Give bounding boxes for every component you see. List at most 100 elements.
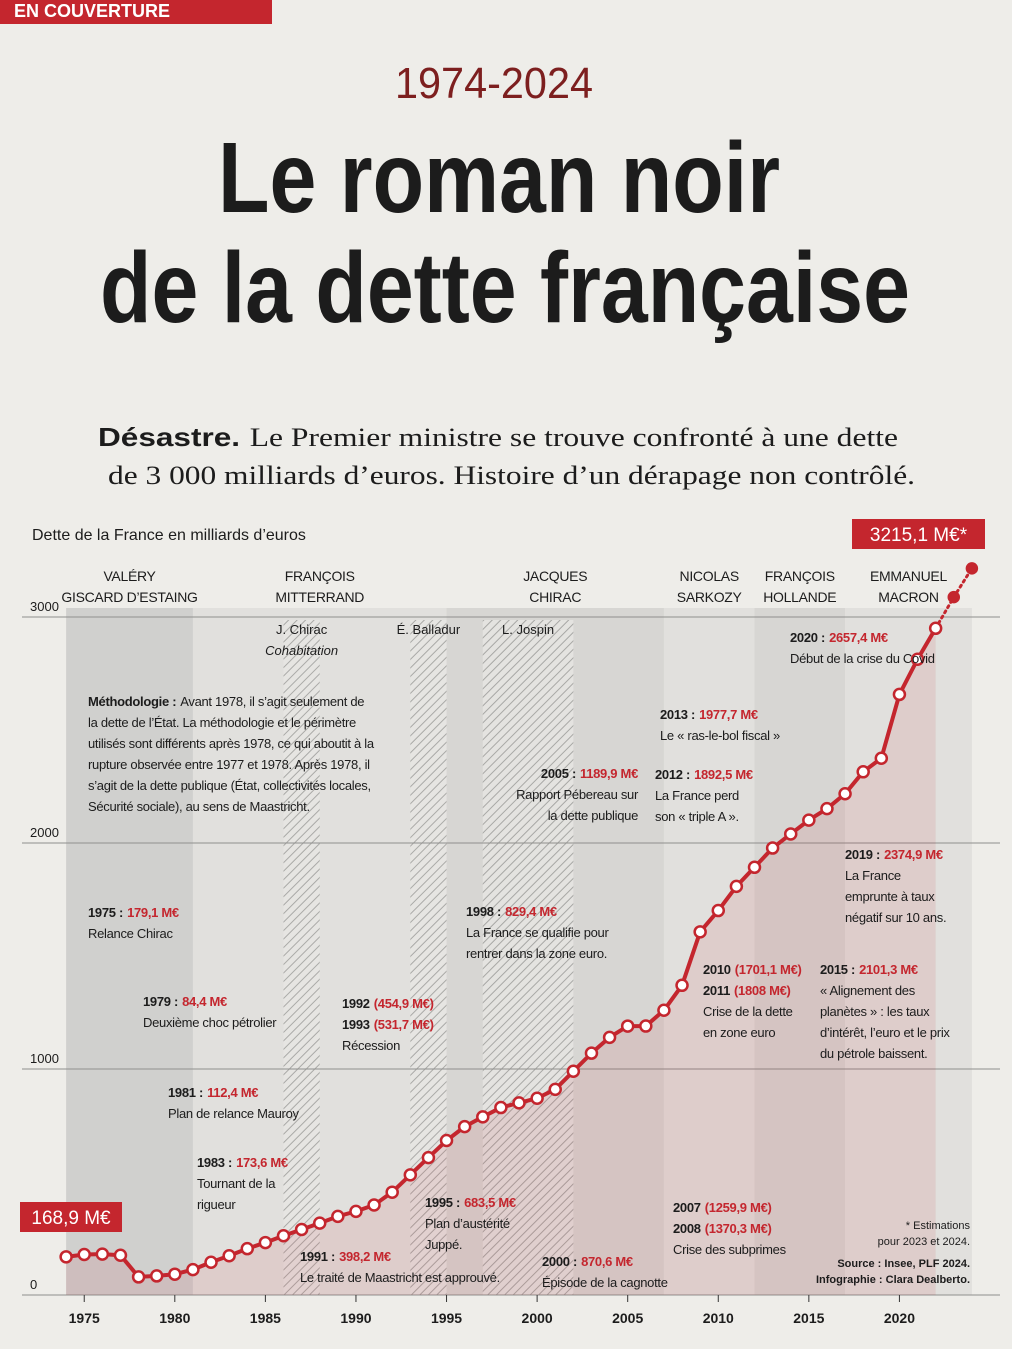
annotation-text: Le traité de Maastricht est approuvé. — [300, 1270, 500, 1285]
president-band — [663, 608, 755, 1295]
methodology-line: rupture observée entre 1977 et 1978. Apr… — [88, 757, 370, 772]
annotation-text: Plan de relance Mauroy — [168, 1106, 300, 1121]
data-point — [476, 1110, 490, 1124]
note: Source : Insee, PLF 2024. — [837, 1258, 970, 1270]
value-label-box — [20, 1202, 122, 1232]
methodology-line: Méthodologie : Avant 1978, il s’agit seul… — [88, 694, 364, 709]
president-band — [845, 608, 972, 1295]
annotation-year: 1979 : — [143, 994, 178, 1009]
data-point — [639, 1019, 653, 1033]
data-point — [657, 1003, 671, 1018]
annotation-amount: (1808 M€) — [734, 983, 791, 998]
y-tick-label: 0 — [30, 1277, 37, 1292]
period: 1974-2024 — [395, 59, 593, 108]
data-point — [149, 1269, 164, 1283]
annotation-year: 2008 — [673, 1221, 701, 1236]
data-point — [186, 1262, 200, 1277]
annotation-year: 2011 — [703, 983, 730, 998]
president-band — [754, 608, 846, 1295]
x-tick-label: 2015 — [793, 1310, 824, 1326]
methodology-text: Avant 1978, il s’agit seulement de — [180, 694, 364, 709]
annotation-head: 2005 : 1189,9 M€ — [541, 766, 638, 781]
president-name: MITTERRAND — [275, 589, 364, 605]
annotation-head: 1991 : 398,2 M€ — [300, 1249, 391, 1264]
cohabitation-name: J. Chirac — [276, 622, 328, 637]
data-point — [856, 765, 870, 779]
methodology-label: Méthodologie : — [88, 694, 176, 709]
annotation-year: 2007 — [673, 1200, 701, 1215]
annotation-amount: (531,7 M€) — [374, 1017, 434, 1032]
president-name: JACQUES — [523, 568, 587, 584]
cohabitation-band — [410, 620, 447, 1295]
annotation-year: 2019 : — [845, 847, 880, 862]
annotation-head: 2019 : 2374,9 M€ — [845, 847, 943, 862]
annotation-head: 2010 (1701,1 M€) — [703, 962, 802, 977]
y-tick-label: 2000 — [30, 825, 59, 840]
data-point — [95, 1247, 110, 1261]
data-point — [349, 1204, 363, 1219]
annotation-text: son « triple A ». — [655, 809, 739, 824]
president-name: HOLLANDE — [763, 589, 836, 605]
annotation-year: 1992 — [342, 996, 370, 1011]
annotation-text: en zone euro — [703, 1025, 775, 1040]
annotation-year: 2005 : — [541, 766, 576, 781]
annotation-text: Relance Chirac — [88, 926, 173, 941]
president-name: CHIRAC — [529, 589, 581, 605]
title-line: de la dette française — [100, 232, 910, 344]
x-tick-label: 1980 — [159, 1310, 190, 1326]
annotation-year: 1975 : — [88, 905, 123, 920]
y-tick-label: 1000 — [30, 1051, 59, 1066]
annotation-text: Rapport Pébereau sur — [516, 787, 639, 802]
annotation-text: « Alignement des — [820, 983, 916, 998]
president-name: FRANÇOIS — [285, 568, 355, 584]
value-label: 168,9 M€ — [31, 1208, 111, 1229]
annotation-text: d’intérêt, l’euro et le prix — [820, 1025, 950, 1040]
data-point — [457, 1119, 472, 1134]
annotation-head: 2012 : 1892,5 M€ — [655, 767, 753, 782]
subtitle-lead: Désastre. — [98, 422, 240, 452]
annotation-text: La France perd — [655, 788, 739, 803]
data-point — [530, 1091, 544, 1105]
data-point — [747, 860, 762, 875]
annotation-amount: 2101,3 M€ — [859, 962, 918, 977]
president-name: GISCARD D’ESTAING — [61, 589, 197, 605]
value-label-box — [852, 519, 985, 549]
annotation-amount: 1892,5 M€ — [694, 767, 753, 782]
annotation-head: 2007 (1259,9 M€) — [673, 1200, 772, 1215]
annotation-text: Crise de la dette — [703, 1004, 793, 1019]
data-point — [168, 1267, 182, 1281]
annotation-text: La France — [845, 868, 901, 883]
note: Infographie : Clara Dealberto. — [816, 1274, 970, 1286]
data-point — [910, 652, 925, 667]
annotation-text: emprunte à taux — [845, 889, 935, 904]
note: * Estimations — [906, 1220, 971, 1232]
annotation-text: Récession — [342, 1038, 400, 1053]
annotation-head: 1992 (454,9 M€) — [342, 996, 434, 1011]
data-point — [421, 1150, 436, 1165]
annotation-head: 1979 : 84,4 M€ — [143, 994, 227, 1009]
annotation-year: 1993 — [342, 1017, 370, 1032]
methodology-line: s’agit de la dette publique (État, colle… — [88, 778, 371, 793]
data-point — [620, 1019, 635, 1033]
annotation-text: du pétrole baissent. — [820, 1046, 927, 1061]
data-point — [566, 1064, 581, 1079]
section-box — [0, 0, 272, 24]
cohabitation-name: L. Jospin — [502, 622, 554, 637]
annotation-text: Tournant de la — [197, 1176, 276, 1191]
annotation-amount: 84,4 M€ — [182, 994, 227, 1009]
annotation-text: la dette publique — [548, 808, 638, 823]
annotation-text: Début de la crise du Covid — [790, 651, 935, 666]
data-point — [367, 1198, 381, 1212]
annotation-amount: 179,1 M€ — [127, 905, 179, 920]
data-point — [131, 1270, 146, 1284]
cohabitation-name: É. Balladur — [397, 622, 461, 637]
x-tick-label: 2005 — [612, 1310, 643, 1326]
debt-area — [66, 628, 936, 1295]
annotation-amount: 829,4 M€ — [505, 904, 557, 919]
president-name: MACRON — [878, 589, 938, 605]
x-tick-label: 2000 — [522, 1310, 553, 1326]
annotation-amount: (1370,3 M€) — [705, 1221, 772, 1236]
annotation-text: rentrer dans la zone euro. — [466, 946, 607, 961]
